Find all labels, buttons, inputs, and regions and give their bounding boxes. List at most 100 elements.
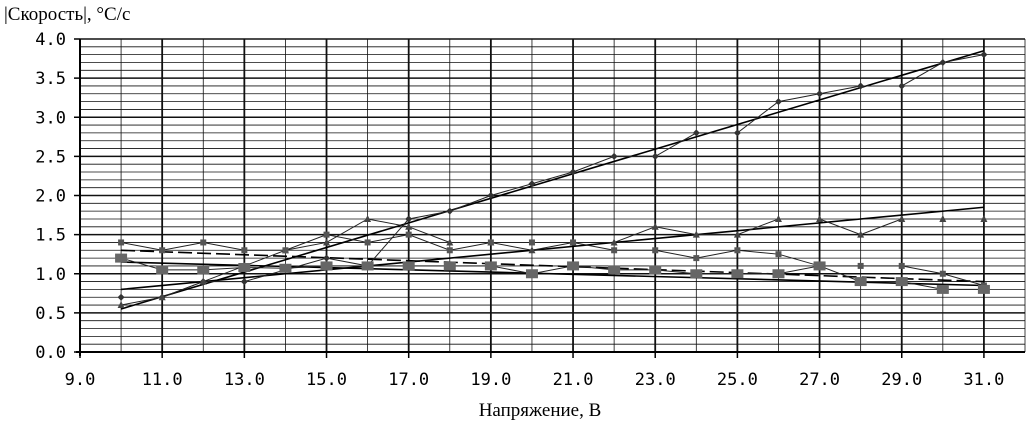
data-point-series-1	[446, 207, 454, 215]
data-point-series-2	[528, 246, 536, 254]
data-point-series-2	[610, 238, 618, 246]
x-tick-label: 9.0	[65, 370, 96, 390]
data-point-series-4	[238, 262, 251, 272]
data-point-series-3	[734, 247, 741, 254]
data-point-series-2	[405, 222, 413, 230]
data-point-series-4	[279, 263, 292, 273]
data-point-series-4	[525, 269, 538, 279]
series-line-3	[120, 234, 985, 286]
data-point-series-1	[405, 215, 413, 223]
data-point-series-3	[200, 239, 207, 246]
series-line-4	[120, 257, 984, 290]
x-tick-label: 29.0	[881, 370, 922, 390]
grid	[76, 38, 1026, 356]
data-point-series-1	[898, 82, 906, 90]
data-point-series-4	[813, 261, 826, 271]
data-point-series-3	[364, 239, 371, 246]
data-point-series-1	[774, 98, 782, 106]
data-point-series-2	[774, 214, 782, 222]
data-point-series-3	[446, 247, 453, 254]
x-tick-label: 13.0	[224, 370, 265, 390]
series-line-2	[120, 218, 984, 306]
data-point-series-1	[651, 152, 659, 160]
data-point-series-1	[569, 168, 577, 176]
data-point-series-2	[733, 230, 741, 238]
data-point-series-1	[692, 129, 700, 137]
data-point-series-1	[610, 152, 618, 160]
data-point-series-2	[651, 222, 659, 230]
y-tick-label: 1.5	[35, 226, 66, 246]
data-point-series-1	[733, 129, 741, 137]
x-tick-label: 25.0	[717, 370, 758, 390]
x-tick-label: 31.0	[963, 370, 1004, 390]
data-point-series-3	[775, 251, 782, 258]
data-point-series-3	[282, 247, 289, 254]
x-tick-label: 15.0	[306, 370, 347, 390]
data-point-series-4	[936, 284, 949, 294]
tick-labels: 0.0 0.5 1.0 1.5 2.0 2.5 3.0 3.5 4.0 9.0 11.0 13.0 15…	[35, 30, 1004, 390]
series-line-1	[121, 54, 985, 298]
data-point-series-3	[159, 247, 166, 254]
data-point-series-2	[158, 293, 166, 301]
x-tick-label: 19.0	[470, 370, 511, 390]
data-point-series-1	[528, 180, 536, 188]
data-point-series-3	[898, 262, 905, 269]
data-point-series-1	[816, 90, 824, 98]
data-point-series-1	[857, 82, 865, 90]
data-point-series-2	[816, 214, 824, 222]
trend-line-series-4	[121, 261, 984, 287]
data-point-series-2	[199, 277, 207, 285]
data-point-series-2	[692, 230, 700, 238]
data-point-series-3	[611, 247, 618, 254]
data-point-series-4	[567, 261, 580, 271]
data-point-series-2	[364, 214, 372, 222]
data-point-series-4	[608, 265, 621, 275]
data-point-series-4	[690, 269, 703, 279]
data-point-series-4	[115, 253, 128, 263]
data-point-series-4	[443, 261, 456, 271]
data-point-series-4	[977, 284, 990, 294]
data-point-series-3	[487, 239, 494, 246]
data-point-series-3	[405, 231, 412, 238]
data-point-series-4	[402, 261, 415, 271]
data-point-series-2	[898, 214, 906, 222]
data-point-series-2	[323, 238, 331, 246]
data-point-series-1	[117, 293, 125, 301]
data-point-series-4	[731, 269, 744, 279]
series-lines	[120, 54, 985, 306]
data-point-series-4	[320, 261, 333, 271]
trend-line-series-3	[121, 249, 984, 283]
data-point-series-1	[939, 58, 947, 66]
y-tick-label: 0.0	[35, 343, 66, 363]
data-point-series-3	[241, 247, 248, 254]
data-point-series-4	[772, 269, 785, 279]
x-tick-label: 21.0	[553, 370, 594, 390]
x-tick-label: 17.0	[388, 370, 429, 390]
data-point-series-1	[980, 51, 988, 59]
y-tick-label: 0.5	[35, 304, 66, 324]
data-point-series-2	[939, 214, 947, 222]
data-point-series-2	[857, 230, 865, 238]
x-tick-label: 23.0	[635, 370, 676, 390]
x-tick-label: 11.0	[142, 370, 183, 390]
x-tick-label: 27.0	[799, 370, 840, 390]
y-tick-label: 3.5	[35, 69, 66, 89]
data-point-series-3	[693, 255, 700, 262]
data-point-series-1	[323, 254, 331, 262]
data-point-series-2	[117, 301, 125, 309]
data-point-series-4	[649, 265, 662, 275]
data-point-series-4	[156, 265, 169, 275]
data-point-series-1	[487, 192, 495, 199]
x-axis-title: Напряжение, В	[479, 400, 602, 421]
data-point-series-4	[361, 261, 374, 271]
y-tick-label: 4.0	[35, 30, 66, 50]
y-tick-label: 3.0	[35, 108, 66, 128]
data-point-series-3	[857, 262, 864, 269]
y-tick-label: 2.5	[35, 147, 66, 167]
data-point-series-1	[240, 278, 248, 286]
data-point-series-3	[570, 239, 577, 246]
data-point-series-4	[854, 277, 867, 287]
data-point-series-3	[323, 231, 330, 238]
data-point-series-3	[528, 239, 535, 246]
